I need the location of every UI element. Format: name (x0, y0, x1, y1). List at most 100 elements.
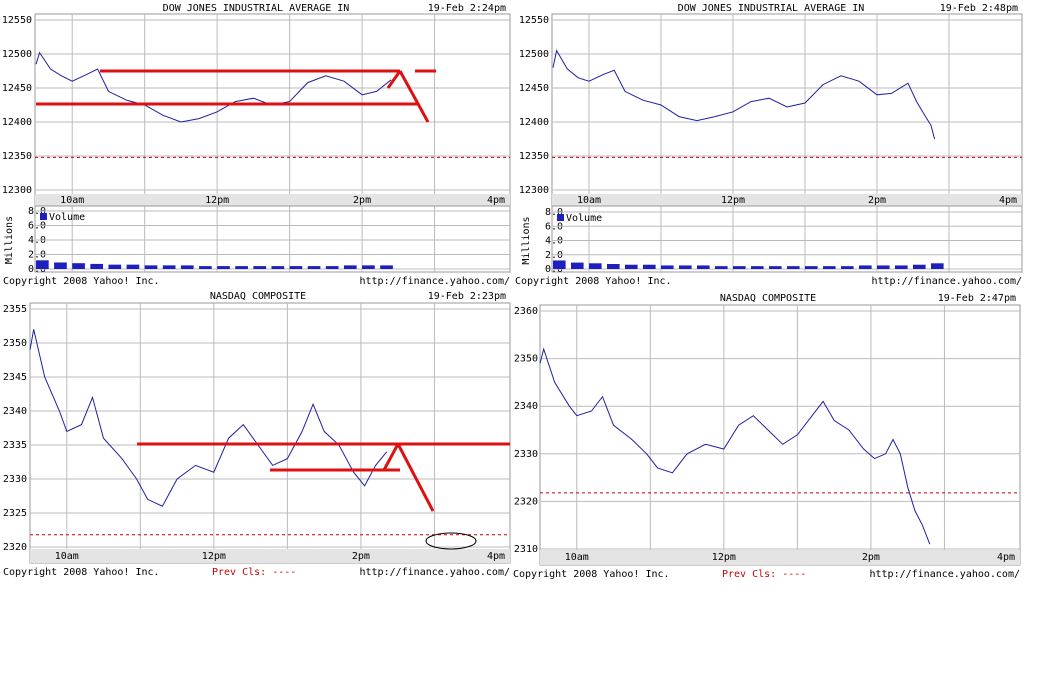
volume-bar (289, 266, 303, 269)
y-tick-label: 12350 (519, 151, 549, 162)
volume-bar (199, 266, 212, 269)
y-tick-label: 2340 (3, 406, 27, 417)
source-url: http://finance.yahoo.com/ (869, 569, 1020, 580)
y-tick-label: 2320 (514, 496, 538, 507)
x-tick-label: 2pm (868, 195, 886, 206)
y-tick-label: 2345 (3, 372, 27, 383)
annotation-ellipse (425, 532, 477, 550)
volume-bar (751, 266, 764, 269)
x-tick-label: 4pm (997, 552, 1015, 563)
chart-frame (34, 13, 511, 273)
price-line (29, 329, 388, 507)
y-tick-label: 12400 (519, 117, 549, 128)
timestamp: 19-Feb 2:47pm (938, 293, 1016, 304)
volume-bar (253, 266, 267, 269)
annotation-line (382, 443, 400, 471)
legend-label: Volume (49, 212, 85, 223)
y-tick-label: 2335 (3, 440, 27, 451)
stock-chart: NASDAQ COMPOSITE 19-Feb 2:47pm 2310 2320 233… (513, 293, 1021, 580)
y-tick-label: 2355 (3, 304, 27, 315)
x-axis-strip (540, 550, 1020, 565)
source-url: http://finance.yahoo.com/ (359, 567, 510, 578)
legend-swatch (557, 214, 564, 221)
legend-swatch (40, 213, 47, 220)
copyright: Copyright 2008 Yahoo! Inc. (513, 569, 670, 580)
prev-close-label: Prev Cls: ---- (722, 569, 806, 580)
volume-bar (787, 266, 800, 269)
x-tick-label: 2pm (862, 552, 880, 563)
prev-close-label: Prev Cls: ---- (212, 567, 296, 578)
volume-bar (805, 266, 818, 269)
source-url: http://finance.yahoo.com/ (359, 276, 510, 287)
volume-bar (325, 266, 339, 269)
volume-bar (823, 266, 836, 269)
stock-chart: NASDAQ COMPOSITE 19-Feb 2:23pm 2320 2325 233… (3, 291, 511, 578)
volume-bar (126, 264, 140, 269)
volume-bar (769, 266, 782, 269)
chart-title: DOW JONES INDUSTRIAL AVERAGE IN (678, 3, 865, 14)
y-tick-label: 2360 (514, 306, 538, 317)
volume-bar (108, 264, 122, 269)
volume-bar (380, 265, 393, 269)
x-tick-label: 4pm (999, 195, 1017, 206)
volume-bar (679, 265, 692, 269)
x-tick-label: 2pm (352, 551, 370, 562)
volume-bar (715, 266, 728, 269)
y-tick-label: 2325 (3, 508, 27, 519)
x-tick-label: 10am (577, 195, 601, 206)
chart-title: NASDAQ COMPOSITE (210, 291, 306, 302)
y-tick-label: 2330 (514, 449, 538, 460)
volume-bar (625, 264, 638, 269)
y-tick-label: 12300 (2, 185, 32, 196)
price-line (552, 49, 936, 140)
copyright: Copyright 2008 Yahoo! Inc. (3, 567, 160, 578)
y-tick-label: 2350 (514, 354, 538, 365)
volume-axis-label: Millions (4, 216, 15, 264)
price-line (35, 51, 392, 123)
y-tick-label: 2320 (3, 542, 27, 553)
chart-frame (551, 13, 1023, 273)
volume-bar (271, 266, 285, 269)
chart-title: DOW JONES INDUSTRIAL AVERAGE IN (163, 3, 350, 14)
volume-bar (362, 265, 375, 269)
volume-bar (180, 265, 194, 269)
y-tick-label: 12550 (2, 15, 32, 26)
volume-bar (72, 263, 85, 269)
x-axis-strip (30, 549, 510, 563)
y-tick-label: 2330 (3, 474, 27, 485)
timestamp: 19-Feb 2:48pm (940, 3, 1018, 14)
volume-bar (859, 265, 872, 269)
y-tick-label: 12450 (2, 83, 32, 94)
volume-bar (36, 260, 49, 269)
timestamp: 19-Feb 2:23pm (428, 291, 506, 302)
x-tick-label: 2pm (353, 195, 371, 206)
x-tick-label: 4pm (487, 195, 505, 206)
y-tick-label: 2340 (514, 401, 538, 412)
volume-bar (895, 265, 908, 269)
stock-chart: DOW JONES INDUSTRIAL AVERAGE IN 19-Feb 2:… (2, 3, 511, 287)
y-tick-label: 12500 (2, 49, 32, 60)
volume-bar (841, 266, 854, 269)
chart-frame (539, 304, 1021, 566)
legend-label: Volume (566, 213, 602, 224)
price-line (539, 347, 931, 545)
source-url: http://finance.yahoo.com/ (871, 276, 1022, 287)
chart-frame (29, 302, 511, 564)
y-tick-label: 12350 (2, 151, 32, 162)
copyright: Copyright 2008 Yahoo! Inc. (515, 276, 672, 287)
volume-bar (697, 265, 710, 269)
volume-bar (607, 264, 620, 269)
x-tick-label: 12pm (721, 195, 745, 206)
volume-bar (589, 263, 602, 269)
volume-bar (217, 266, 230, 269)
y-tick-label: 2310 (514, 544, 538, 555)
x-axis-strip (552, 194, 1022, 206)
x-axis-strip (35, 194, 510, 206)
y-tick-label: 12300 (519, 185, 549, 196)
y-tick-label: 12400 (2, 117, 32, 128)
volume-bar (343, 265, 357, 269)
y-tick-label: 12450 (519, 83, 549, 94)
volume-bar (144, 265, 158, 269)
